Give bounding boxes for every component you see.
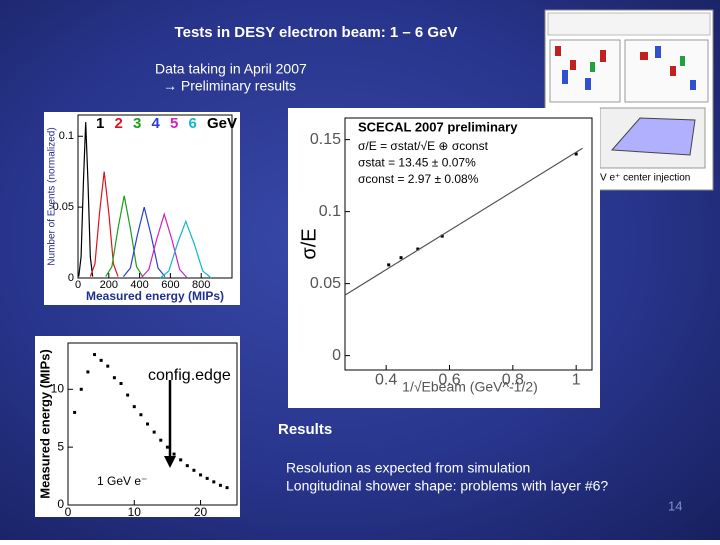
- x-tick-label: 0: [75, 279, 81, 291]
- series-line: [105, 195, 144, 277]
- y-axis-label: Measured energy (MIPs): [37, 349, 52, 499]
- legend-entry: 6: [189, 115, 197, 132]
- plot-frame: [77, 114, 233, 279]
- subtitle: Data taking in April 2007: [155, 61, 307, 77]
- results-line: Resolution as expected from simulation: [286, 460, 530, 476]
- x-tick-label: 1: [572, 372, 581, 389]
- plot-panel: [35, 336, 240, 517]
- results-line: Longitudinal shower shape: problems with…: [286, 478, 608, 494]
- legend-entry: 2: [115, 115, 123, 132]
- annotation: config.edge: [148, 367, 231, 384]
- series-line: [122, 206, 166, 277]
- data-point: [152, 430, 156, 434]
- data-point: [205, 476, 209, 480]
- data-point: [440, 234, 444, 238]
- x-axis-label: Measured energy (MIPs): [86, 289, 224, 303]
- data-point: [185, 464, 189, 468]
- data-point: [218, 483, 222, 487]
- data-point: [172, 452, 176, 456]
- plot-title: SCECAL 2007 preliminary: [358, 119, 518, 134]
- y-tick-label: 0.05: [53, 201, 74, 213]
- plot-panel: [44, 112, 240, 305]
- y-tick-label: 0.1: [319, 203, 341, 220]
- series-line: [160, 219, 212, 279]
- data-point: [106, 364, 110, 368]
- x-tick-label: 0.6: [438, 372, 460, 389]
- plot-frame: [344, 117, 593, 371]
- data-point: [119, 382, 123, 385]
- subtitle: → Preliminary results: [163, 78, 296, 94]
- x-tick-label: 10: [128, 505, 142, 519]
- series-line: [140, 212, 188, 279]
- data-point: [79, 387, 83, 391]
- legend-unit: GeV: [207, 115, 237, 132]
- plot-frame: [67, 342, 238, 506]
- data-point: [179, 458, 183, 462]
- x-tick-label: 200: [100, 279, 118, 291]
- data-point: [112, 376, 116, 380]
- legend-entry: 1: [96, 115, 104, 132]
- event-display-caption: V e⁺ center injection: [600, 173, 690, 184]
- series-line: [89, 171, 119, 277]
- x-tick-label: 20: [194, 505, 208, 519]
- page-number: 14: [668, 498, 682, 513]
- results-heading: Results: [278, 421, 332, 438]
- y-axis-label: Number of Events (normalized): [47, 127, 58, 265]
- x-tick-label: 0.4: [375, 372, 397, 389]
- series-line: [78, 122, 94, 277]
- x-axis-label: 1/√Ebeam (GeV^-1/2): [402, 379, 538, 395]
- series-line: [344, 147, 583, 296]
- data-point: [99, 358, 103, 362]
- x-tick-label: 400: [130, 279, 148, 291]
- formula: σ/E = σstat/√E ⊕ σconst: [358, 139, 489, 153]
- data-point: [159, 438, 163, 442]
- formula: σstat = 13.45 ± 0.07%: [358, 156, 476, 170]
- slide-title: Tests in DESY electron beam: 1 – 6 GeV: [175, 24, 458, 41]
- legend-entry: 5: [170, 115, 178, 132]
- y-tick-label: 0: [332, 347, 341, 364]
- arrow-head: [164, 456, 176, 468]
- data-point: [199, 473, 203, 477]
- data-point: [146, 422, 150, 426]
- legend-entry: 3: [133, 115, 141, 132]
- data-point: [93, 353, 97, 357]
- data-point: [73, 410, 77, 414]
- annotation: 1 GeV e⁻: [97, 474, 147, 488]
- data-point: [126, 393, 130, 397]
- y-tick-label: 0.15: [310, 131, 341, 148]
- data-point: [165, 445, 169, 449]
- formula: σconst = 2.97 ± 0.08%: [358, 172, 479, 186]
- data-point: [192, 468, 196, 472]
- data-point: [574, 152, 578, 156]
- y-tick-label: 10: [51, 381, 65, 395]
- data-point: [399, 256, 403, 260]
- y-axis-label: σ/E: [298, 228, 320, 259]
- plot-panel: [288, 108, 600, 408]
- x-tick-label: 600: [161, 279, 179, 291]
- data-point: [387, 263, 391, 267]
- data-point: [139, 413, 143, 417]
- data-point: [86, 370, 90, 374]
- data-point: [132, 405, 136, 409]
- y-tick-label: 0: [57, 497, 64, 511]
- data-point: [225, 486, 229, 490]
- data-point: [416, 247, 420, 251]
- y-tick-label: 0: [68, 272, 74, 284]
- x-tick-label: 0.8: [502, 372, 524, 389]
- y-tick-label: 0.05: [310, 275, 341, 292]
- legend-entry: 4: [152, 115, 161, 132]
- y-tick-label: 5: [57, 439, 64, 453]
- y-tick-label: 0.1: [59, 130, 74, 142]
- data-point: [212, 480, 216, 484]
- x-tick-label: 800: [192, 279, 210, 291]
- x-tick-label: 0: [65, 505, 72, 519]
